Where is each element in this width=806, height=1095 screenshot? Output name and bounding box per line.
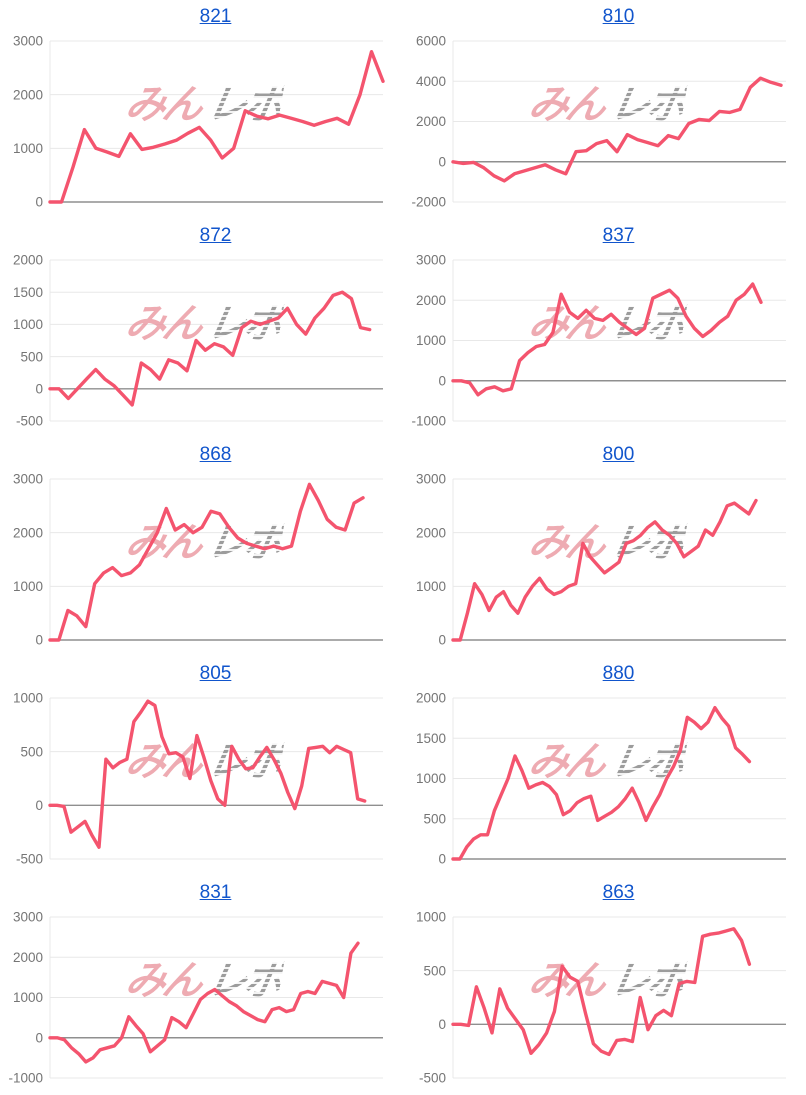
- chart-area: 0 1000 2000 3000 みんレポ: [403, 469, 806, 657]
- svg-text:-500: -500: [419, 1071, 446, 1086]
- svg-text:2000: 2000: [416, 293, 446, 308]
- chart-title-row: 863: [403, 876, 806, 907]
- machine-number-link[interactable]: 868: [199, 444, 232, 465]
- chart-area: -500 0 500 1000 みんレポ: [0, 688, 403, 876]
- svg-text:-2000: -2000: [411, 195, 446, 210]
- chart-grid-axes: -1000 0 1000 2000 3000: [411, 253, 786, 429]
- chart-area: -1000 0 1000 2000 3000 みんレポ: [403, 250, 806, 438]
- chart-grid-axes: 0 500 1000 1500 2000: [416, 691, 786, 867]
- svg-text:2000: 2000: [13, 253, 43, 268]
- chart-area: -2000 0 2000 4000 6000 みんレポ: [403, 31, 806, 219]
- svg-text:3000: 3000: [416, 472, 446, 487]
- machine-number-link[interactable]: 810: [602, 6, 635, 27]
- chart-grid-axes: -500 0 500 1000 1500 2000: [13, 253, 383, 429]
- chart-area: 0 500 1000 1500 2000 みんレポ: [403, 688, 806, 876]
- chart-cell: 821 0 1000 2000 3000 みんレポ: [0, 0, 403, 219]
- chart-grid-axes: -500 0 500 1000: [13, 691, 383, 867]
- chart-cell: 831 -1000 0 1000 2000 3000 みんレポ: [0, 876, 403, 1095]
- svg-text:2000: 2000: [13, 525, 43, 540]
- svg-text:1000: 1000: [416, 579, 446, 594]
- svg-text:0: 0: [438, 1017, 446, 1032]
- svg-text:0: 0: [35, 1030, 43, 1045]
- chart-area: 0 1000 2000 3000 みんレポ: [0, 31, 403, 219]
- svg-text:4000: 4000: [416, 74, 446, 89]
- machine-number-link[interactable]: 837: [602, 225, 635, 246]
- svg-text:2000: 2000: [416, 114, 446, 129]
- svg-text:1000: 1000: [13, 579, 43, 594]
- chart-title-row: 800: [403, 438, 806, 469]
- chart-grid-axes: 0 1000 2000 3000: [13, 34, 383, 210]
- chart-grid-axes: -1000 0 1000 2000 3000: [8, 910, 383, 1086]
- svg-text:0: 0: [438, 154, 446, 169]
- chart-title-row: 880: [403, 657, 806, 688]
- svg-text:-500: -500: [16, 414, 43, 429]
- chart-grid-axes: -500 0 500 1000: [416, 910, 786, 1086]
- svg-text:-1000: -1000: [411, 414, 446, 429]
- svg-text:500: 500: [423, 963, 446, 978]
- svg-text:0: 0: [35, 633, 43, 648]
- svg-text:-500: -500: [16, 852, 43, 867]
- svg-text:2000: 2000: [416, 525, 446, 540]
- svg-text:0: 0: [35, 798, 43, 813]
- chart-cell: 880 0 500 1000 1500 2000 みんレポ: [403, 657, 806, 876]
- chart-cell: 863 -500 0 500 1000 みんレポ: [403, 876, 806, 1095]
- chart-cell: 868 0 1000 2000 3000 みんレポ: [0, 438, 403, 657]
- svg-text:1000: 1000: [416, 333, 446, 348]
- chart-grid-axes: 0 1000 2000 3000: [13, 472, 383, 648]
- svg-text:1000: 1000: [13, 141, 43, 156]
- svg-text:1000: 1000: [13, 317, 43, 332]
- svg-text:2000: 2000: [13, 87, 43, 102]
- machine-number-link[interactable]: 805: [199, 663, 232, 684]
- chart-grid-axes: -2000 0 2000 4000 6000: [411, 34, 786, 210]
- svg-text:0: 0: [438, 373, 446, 388]
- svg-text:1000: 1000: [416, 771, 446, 786]
- chart-cell: 837 -1000 0 1000 2000 3000 みんレポ: [403, 219, 806, 438]
- machine-number-link[interactable]: 880: [602, 663, 635, 684]
- chart-title-row: 831: [0, 876, 403, 907]
- chart-title-row: 810: [403, 0, 806, 31]
- svg-text:0: 0: [35, 382, 43, 397]
- svg-text:2000: 2000: [416, 691, 446, 706]
- svg-text:0: 0: [438, 852, 446, 867]
- svg-text:1000: 1000: [13, 990, 43, 1005]
- svg-text:1500: 1500: [13, 285, 43, 300]
- svg-text:500: 500: [20, 744, 43, 759]
- chart-area: -500 0 500 1000 みんレポ: [403, 907, 806, 1095]
- chart-area: 0 1000 2000 3000 みんレポ: [0, 469, 403, 657]
- chart-title-row: 868: [0, 438, 403, 469]
- chart-title-row: 837: [403, 219, 806, 250]
- chart-area: -500 0 500 1000 1500 2000 みんレポ: [0, 250, 403, 438]
- svg-text:3000: 3000: [416, 253, 446, 268]
- chart-cell: 805 -500 0 500 1000 みんレポ: [0, 657, 403, 876]
- chart-area: -1000 0 1000 2000 3000 みんレポ: [0, 907, 403, 1095]
- chart-grid-axes: 0 1000 2000 3000: [416, 472, 786, 648]
- chart-title-row: 872: [0, 219, 403, 250]
- svg-text:1000: 1000: [13, 691, 43, 706]
- svg-text:3000: 3000: [13, 910, 43, 925]
- machine-number-link[interactable]: 863: [602, 882, 635, 903]
- svg-text:3000: 3000: [13, 472, 43, 487]
- svg-text:500: 500: [20, 349, 43, 364]
- svg-text:1500: 1500: [416, 731, 446, 746]
- svg-text:0: 0: [35, 195, 43, 210]
- chart-title-row: 821: [0, 0, 403, 31]
- svg-text:2000: 2000: [13, 950, 43, 965]
- svg-text:3000: 3000: [13, 34, 43, 49]
- svg-text:500: 500: [423, 811, 446, 826]
- chart-cell: 810 -2000 0 2000 4000 6000 みんレポ: [403, 0, 806, 219]
- machine-number-link[interactable]: 872: [199, 225, 232, 246]
- svg-text:6000: 6000: [416, 34, 446, 49]
- chart-cell: 872 -500 0 500 1000 1500 2000 みんレポ: [0, 219, 403, 438]
- machine-number-link[interactable]: 800: [602, 444, 635, 465]
- chart-cell: 800 0 1000 2000 3000 みんレポ: [403, 438, 806, 657]
- machine-number-link[interactable]: 821: [199, 6, 232, 27]
- svg-text:0: 0: [438, 633, 446, 648]
- chart-title-row: 805: [0, 657, 403, 688]
- svg-text:1000: 1000: [416, 910, 446, 925]
- machine-number-link[interactable]: 831: [199, 882, 232, 903]
- svg-text:-1000: -1000: [8, 1071, 43, 1086]
